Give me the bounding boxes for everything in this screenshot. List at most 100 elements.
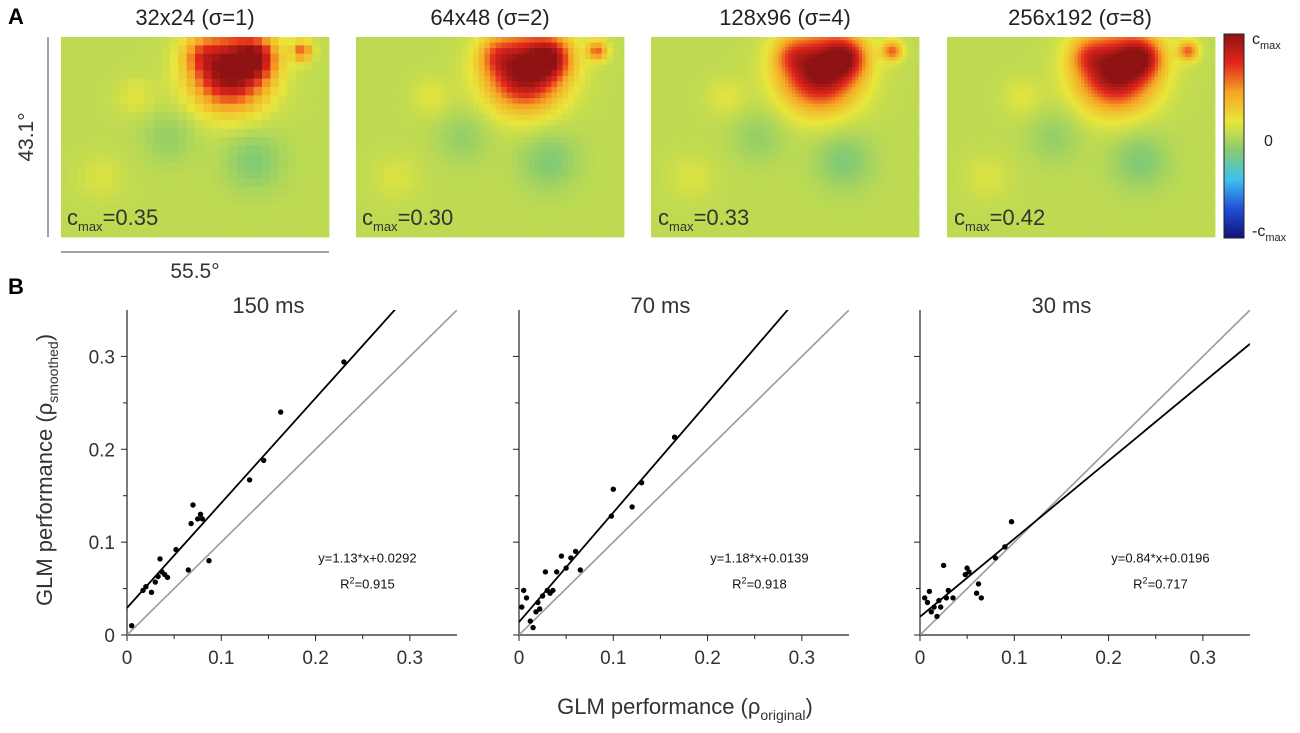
map-pixel [484, 192, 491, 199]
map-pixel [734, 87, 739, 91]
map-pixel [718, 107, 722, 111]
map-pixel [791, 107, 796, 111]
map-pixel [885, 93, 890, 98]
map-pixel [495, 103, 502, 110]
map-pixel [562, 137, 569, 143]
map-pixel [815, 63, 819, 68]
map-pixel [372, 120, 379, 127]
map-pixel [704, 67, 709, 71]
map-pixel [618, 142, 625, 149]
map-pixel [798, 53, 803, 58]
map-pixel [885, 80, 890, 85]
map-pixel [361, 64, 368, 71]
map-pixel [651, 63, 655, 68]
map-pixel [815, 67, 819, 71]
map-pixel [687, 110, 692, 115]
map-pixel [568, 42, 575, 49]
map-pixel [741, 83, 746, 88]
map-pixel [882, 80, 886, 85]
map-pixel [228, 137, 238, 146]
map-pixel [818, 133, 823, 138]
map-pixel [456, 98, 463, 105]
map-pixel [905, 70, 910, 75]
map-pixel [741, 50, 746, 55]
map-pixel [714, 100, 719, 105]
map-pixel [618, 187, 625, 193]
map-pixel [523, 87, 530, 93]
map-pixel [573, 148, 580, 155]
map-pixel [178, 212, 188, 221]
map-pixel [741, 37, 746, 41]
map-pixel [406, 131, 413, 138]
map-pixel [868, 130, 873, 135]
map-pixel [681, 53, 685, 58]
map-pixel [865, 90, 870, 95]
map-pixel [94, 137, 104, 146]
map-pixel [691, 60, 695, 65]
map-pixel [888, 133, 893, 138]
map-pixel [774, 113, 779, 118]
map-pixel [801, 113, 806, 118]
map-pixel [287, 170, 296, 180]
map-pixel [791, 83, 796, 88]
map-pixel [395, 175, 402, 182]
map-pixel [687, 73, 692, 78]
map-pixel [714, 50, 719, 55]
map-pixel [848, 123, 853, 128]
map-pixel [677, 127, 682, 131]
map-pixel [855, 60, 860, 65]
map-pixel [862, 133, 866, 138]
map-pixel [119, 112, 129, 121]
map-pixel [821, 123, 826, 128]
map-pixel [618, 148, 625, 155]
map-pixel [295, 212, 305, 221]
map-pixel [694, 77, 699, 81]
map-pixel [888, 93, 893, 98]
map-pixel [579, 159, 586, 166]
map-pixel [534, 98, 541, 105]
map-pixel [815, 37, 819, 41]
map-pixel [596, 98, 603, 105]
map-pixel [872, 113, 876, 118]
map-pixel [400, 181, 407, 188]
map-pixel [136, 170, 146, 180]
map-pixel [456, 214, 463, 221]
map-pixel [738, 53, 742, 58]
map-pixel [295, 137, 305, 146]
map-pixel [677, 133, 682, 138]
map-pixel [657, 47, 662, 51]
map-pixel [892, 80, 896, 85]
map-pixel [186, 112, 196, 121]
map-pixel [885, 107, 890, 111]
map-pixel [295, 228, 305, 238]
map-pixel [905, 53, 910, 58]
map-pixel [835, 77, 839, 81]
map-pixel [490, 142, 496, 149]
map-pixel [838, 113, 843, 118]
map-pixel [195, 137, 204, 146]
map-pixel [761, 53, 766, 58]
map-pixel [490, 42, 496, 49]
map-pixel [445, 70, 452, 77]
map-pixel [661, 87, 665, 91]
map-pixel [501, 87, 508, 93]
map-pixel [882, 97, 886, 101]
map-pixel [831, 103, 836, 108]
map-pixel [601, 103, 608, 110]
map-pixel [506, 42, 513, 49]
map-pixel [734, 40, 739, 45]
map-pixel [211, 45, 221, 55]
map-pixel [895, 37, 900, 41]
map-pixel [908, 73, 913, 78]
map-pixel [383, 75, 390, 82]
map-pixel [768, 120, 772, 125]
map-pixel [808, 127, 813, 131]
map-pixel [855, 53, 860, 58]
map-pixel [512, 114, 519, 121]
map-pixel [728, 123, 732, 128]
map-pixel [462, 187, 469, 193]
map-pixel [661, 43, 665, 48]
map-pixel [845, 77, 850, 81]
map-pixel [400, 192, 407, 199]
map-pixel [94, 53, 104, 63]
